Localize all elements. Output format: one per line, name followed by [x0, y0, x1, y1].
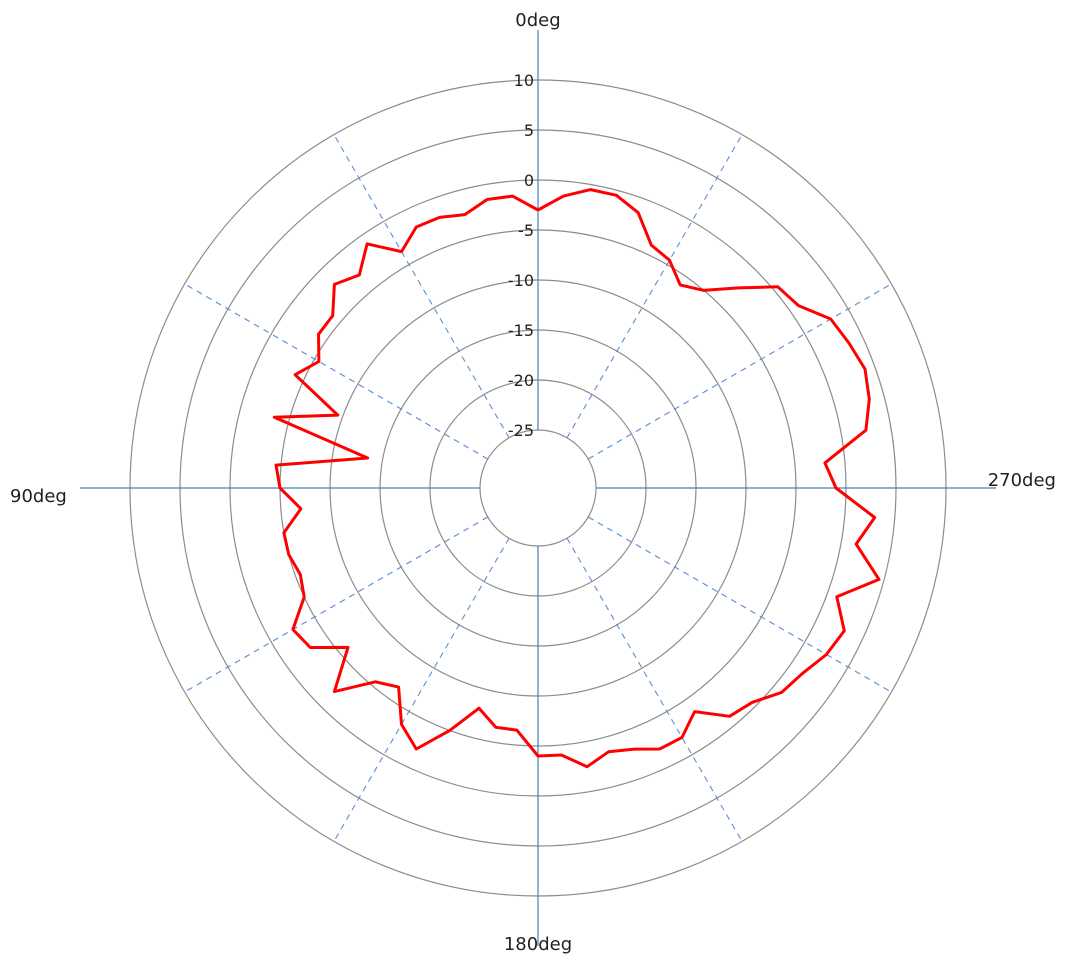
- angle-label-0: 0deg: [515, 10, 560, 31]
- radial-tick-label: 0: [524, 171, 534, 190]
- radial-tick-label: -10: [508, 271, 534, 290]
- angle-label-270: 270deg: [988, 470, 1056, 491]
- radial-tick-label: -15: [508, 321, 534, 340]
- radial-tick-label: -5: [518, 221, 534, 240]
- spoke-line: [333, 537, 510, 842]
- angle-labels: 0deg 90deg 180deg 270deg: [10, 10, 1056, 955]
- data-series: [272, 188, 881, 769]
- grid-spokes: [80, 30, 996, 946]
- spoke-line: [184, 283, 489, 460]
- radial-tick-label: -25: [508, 421, 534, 440]
- radial-tick-label: 10: [514, 71, 534, 90]
- radial-tick-label: 5: [524, 121, 534, 140]
- spoke-line: [587, 283, 892, 460]
- radial-tick-label: -20: [508, 371, 534, 390]
- grid-ring: [479, 429, 597, 547]
- spoke-line: [587, 516, 892, 693]
- radial-tick-labels: -25 -20 -15 -10 -5 0 5 10: [508, 71, 534, 440]
- spoke-line: [566, 537, 743, 842]
- series-line: [272, 188, 881, 769]
- spoke-line: [566, 134, 743, 439]
- spoke-line: [333, 134, 510, 439]
- spoke-line: [184, 516, 489, 693]
- angle-label-180: 180deg: [504, 934, 572, 955]
- angle-label-90: 90deg: [10, 486, 67, 507]
